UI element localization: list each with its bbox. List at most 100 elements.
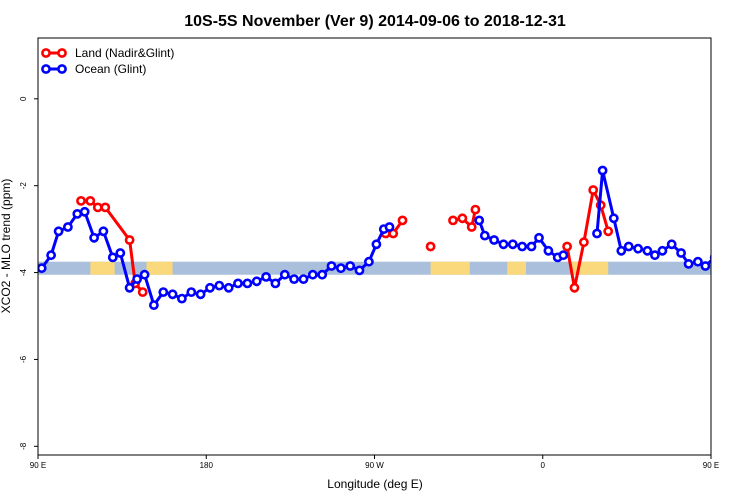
data-point (317, 269, 328, 280)
data-point (709, 254, 711, 261)
data-point (693, 256, 703, 267)
data-point (148, 300, 159, 310)
data-point (543, 245, 554, 256)
series-line (595, 169, 711, 268)
data-point (335, 263, 346, 274)
data-point (642, 245, 653, 256)
data-point (115, 248, 126, 258)
data-point (85, 195, 96, 206)
y-tick-label: -2 (19, 182, 28, 190)
data-point (98, 226, 109, 237)
data-point (633, 243, 643, 254)
x-tick-label: 180 (200, 461, 214, 470)
series-land (76, 185, 614, 297)
data-point (139, 269, 150, 280)
data-point (345, 261, 356, 271)
data-point (384, 222, 395, 232)
x-tick-label: 90 E (703, 461, 719, 470)
y-tick-label: -8 (19, 442, 28, 450)
x-tick-label: 90 W (365, 461, 384, 470)
data-point (683, 258, 694, 269)
data-point (100, 202, 111, 213)
y-tick-label: -4 (19, 268, 28, 276)
data-point (650, 250, 660, 261)
legend-label: Ocean (Glint) (75, 62, 146, 76)
data-point (124, 282, 135, 293)
data-point (79, 206, 90, 217)
data-point (298, 274, 309, 284)
legend: Land (Nadir&Glint) Ocean (Glint) (41, 46, 174, 76)
data-point (132, 274, 142, 284)
data-point (466, 222, 477, 232)
data-point (223, 282, 234, 293)
data-point (719, 228, 726, 235)
data-point (562, 241, 572, 252)
legend-item: Ocean (Glint) (41, 62, 146, 76)
data-point (397, 215, 408, 226)
data-point (728, 223, 735, 230)
data-point (137, 287, 148, 297)
series-line (40, 210, 391, 307)
data-point (608, 213, 619, 224)
data-point (158, 287, 169, 297)
data-point (517, 241, 528, 252)
legend-label: Land (Nadir&Glint) (75, 46, 174, 60)
legend-swatch-marker (57, 48, 67, 58)
land-segment (90, 261, 115, 275)
data-point (676, 248, 686, 258)
data-point (597, 165, 608, 176)
data-point (354, 265, 365, 276)
data-point (603, 226, 614, 237)
x-axis-label: Longitude (deg E) (327, 477, 422, 491)
data-point (700, 261, 711, 271)
data-point (425, 241, 436, 252)
data-point (307, 269, 318, 280)
data-point (616, 245, 627, 256)
y-axis-label: XCO2 - MLO trend (ppm) (0, 179, 13, 314)
data-point (474, 215, 485, 226)
data-point (124, 235, 135, 245)
series-ocean (38, 165, 735, 310)
legend-item: Land (Nadir&Glint) (41, 46, 174, 60)
data-point (489, 235, 499, 245)
legend-swatch-marker (41, 48, 51, 58)
data-point (569, 282, 580, 293)
legend-swatch-marker (57, 64, 67, 74)
data-point (76, 195, 86, 206)
data-point (107, 252, 118, 263)
data-point (205, 282, 215, 293)
data-point (498, 239, 509, 250)
chart-title: 10S-5S November (Ver 9) 2014-09-06 to 20… (184, 13, 566, 30)
x-tick-label: 90 E (30, 461, 46, 470)
data-point (448, 215, 458, 226)
data-point (46, 250, 56, 261)
data-point (176, 293, 187, 304)
data-point (666, 239, 677, 250)
x-tick-label: 0 (541, 461, 546, 470)
data-point (371, 239, 382, 250)
data-point (623, 241, 634, 252)
data-point (657, 245, 668, 256)
data-point (251, 276, 262, 287)
data-point (233, 278, 243, 289)
legend-swatch-marker (41, 64, 51, 74)
y-axis: 0 -2 -4 -6 -8 (19, 96, 38, 450)
data-point (289, 274, 299, 284)
data-point (270, 278, 281, 289)
data-point (186, 287, 197, 297)
data-point (507, 239, 518, 250)
ocean-band (38, 261, 711, 275)
data-point (526, 241, 537, 252)
data-point (479, 230, 490, 241)
x-axis: 90 E 180 90 W 0 90 E (30, 455, 719, 470)
data-point (279, 269, 290, 280)
land-segment (507, 261, 526, 275)
data-point (63, 222, 73, 232)
data-point (89, 232, 99, 243)
data-point (214, 280, 225, 291)
data-point (38, 263, 47, 274)
data-point (195, 289, 206, 300)
data-point (326, 261, 337, 271)
map-strip (38, 261, 711, 275)
